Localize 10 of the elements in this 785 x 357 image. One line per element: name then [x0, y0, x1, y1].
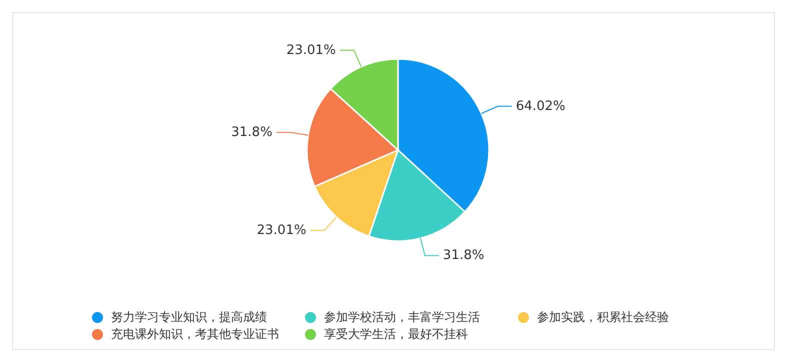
data-label: 23.01% [256, 222, 306, 238]
legend-label: 参加学校活动，丰富学习生活 [324, 309, 480, 326]
data-label: 64.02% [516, 98, 566, 114]
legend-label: 享受大学生活，最好不挂科 [324, 326, 468, 343]
data-label: 23.01% [286, 42, 336, 58]
data-label: 31.8% [231, 124, 272, 140]
legend-label: 努力学习专业知识，提高成绩 [111, 309, 267, 326]
legend-label: 参加实践，积累社会经验 [537, 309, 669, 326]
data-label: 31.8% [442, 248, 484, 264]
legend-label: 充电课外知识，考其他专业证书 [111, 326, 279, 343]
